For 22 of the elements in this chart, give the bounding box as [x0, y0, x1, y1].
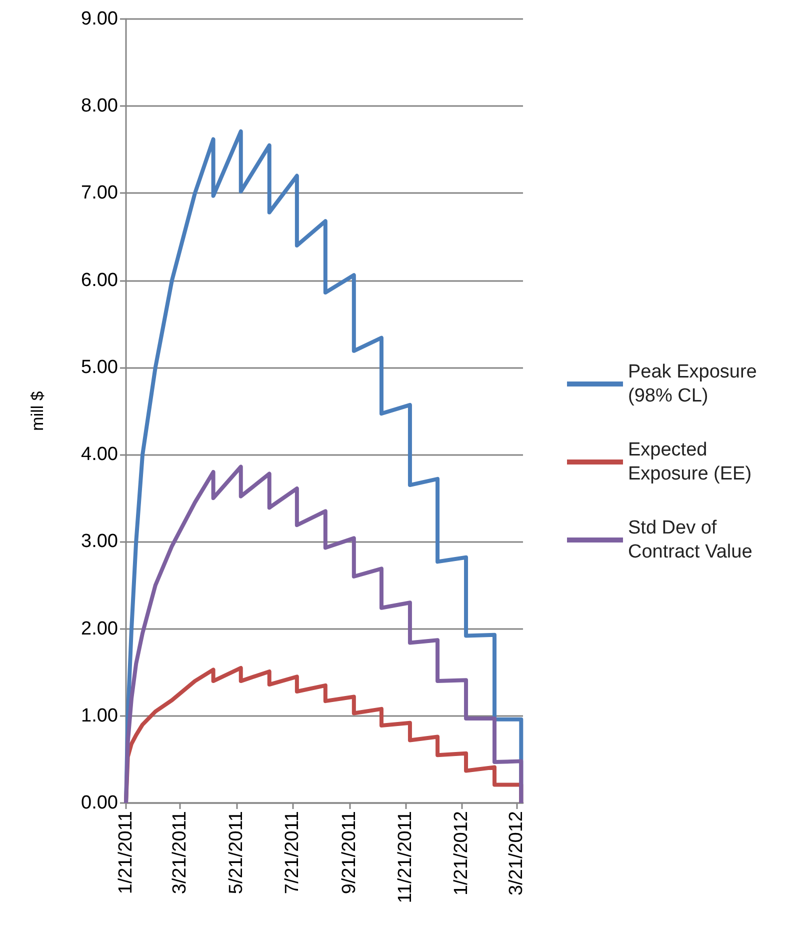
x-tick-label: 11/21/2011 [394, 811, 416, 904]
x-tick-label: 9/21/2011 [338, 811, 360, 894]
x-tick-label: 7/21/2011 [282, 811, 303, 894]
y-tick-label: 4.00 [81, 444, 118, 466]
x-tick-label: 1/21/2012 [450, 811, 472, 896]
y-tick-label: 3.00 [81, 531, 118, 552]
y-tick-label: 0.00 [81, 792, 118, 814]
y-tick-label: 1.00 [81, 705, 118, 726]
legend-label: Std Dev of Contract Value [628, 518, 752, 562]
y-tick-label: 8.00 [81, 96, 118, 117]
y-tick-label: 6.00 [81, 270, 118, 291]
y-tick-label: 9.00 [81, 8, 118, 30]
y-axis-title: mill $ [28, 390, 47, 431]
y-tick-label: 7.00 [81, 182, 118, 204]
y-tick-label: 2.00 [81, 618, 118, 640]
x-tick-label: 1/21/2011 [116, 811, 136, 894]
x-tick-label: 3/21/2012 [506, 811, 528, 896]
x-tick-label: 5/21/2011 [226, 811, 247, 894]
legend-label: Peak Exposure (98% CL) [628, 362, 762, 406]
legend-label: Expected Exposure (EE) [628, 440, 752, 484]
y-tick-label: 5.00 [81, 356, 118, 378]
x-tick-label: 3/21/2011 [170, 811, 191, 894]
